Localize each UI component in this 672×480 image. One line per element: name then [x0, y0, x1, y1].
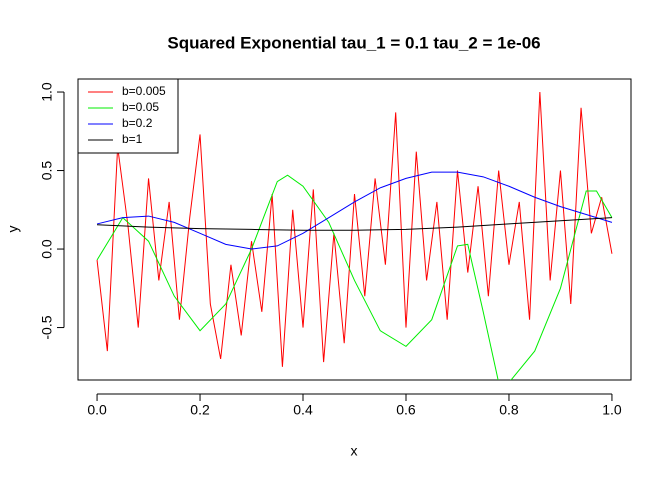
- y-tick-label: -0.5: [39, 315, 55, 339]
- series-line: [96, 171, 613, 250]
- legend-label: b=0.005: [122, 84, 166, 98]
- x-tick-label: 0.0: [87, 402, 107, 418]
- plot-frame: [77, 78, 632, 381]
- y-tick-label: 0.0: [39, 239, 55, 259]
- legend-label: b=0.05: [122, 100, 159, 114]
- x-tick-label: 0.8: [499, 402, 519, 418]
- series-line: [97, 217, 612, 231]
- x-tick-label: 0.6: [396, 402, 416, 418]
- chart-title: Squared Exponential tau_1 = 0.1 tau_2 = …: [167, 33, 540, 52]
- x-tick-label: 0.4: [293, 402, 313, 418]
- legend-label: b=1: [122, 132, 143, 146]
- y-axis-label: y: [5, 226, 21, 233]
- x-axis-label: x: [351, 443, 358, 459]
- x-tick-label: 1.0: [602, 402, 622, 418]
- legend-box: [77, 78, 179, 154]
- y-tick-label: 0.5: [39, 161, 55, 181]
- plot-area: [96, 92, 613, 380]
- y-tick-label: 1.0: [39, 82, 55, 102]
- series-line: [96, 174, 613, 380]
- legend-label: b=0.2: [122, 116, 153, 130]
- series-line: [96, 92, 613, 367]
- x-tick-label: 0.2: [190, 402, 210, 418]
